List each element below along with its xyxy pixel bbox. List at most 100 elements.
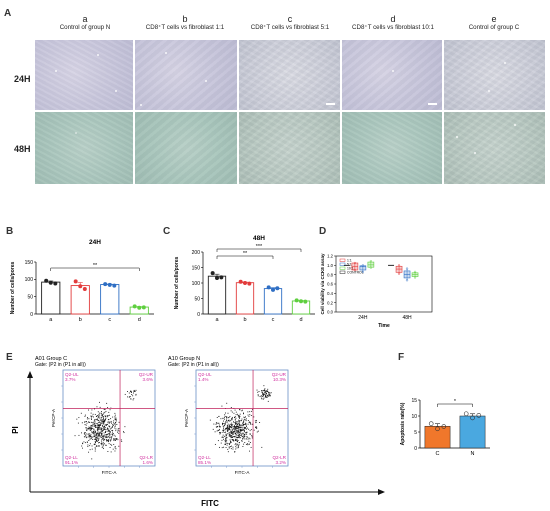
event-dot <box>243 438 245 440</box>
event-dot <box>249 442 251 443</box>
event-dot <box>249 414 251 416</box>
event-dot <box>265 390 267 392</box>
event-dot <box>227 448 229 450</box>
event-dot <box>243 418 245 420</box>
event-dot <box>85 424 87 426</box>
event-dot <box>97 438 99 440</box>
event-dot <box>225 428 226 430</box>
event-dot <box>97 427 99 429</box>
event-dot <box>237 430 239 432</box>
event-dot <box>228 434 230 435</box>
significance-label: ** <box>243 251 248 257</box>
event-dot <box>267 400 269 402</box>
event-dot <box>124 426 126 428</box>
bar-a <box>41 281 61 315</box>
event-dot <box>99 417 101 419</box>
event-dot <box>96 433 98 435</box>
event-dot <box>104 415 106 417</box>
event-dot <box>102 416 104 418</box>
event-dot <box>82 442 83 444</box>
event-dot <box>108 441 109 443</box>
event-dot <box>98 434 100 436</box>
event-dot <box>269 392 271 394</box>
event-dot <box>219 432 221 434</box>
event-dot <box>236 441 238 443</box>
event-dot <box>227 451 229 453</box>
event-dot <box>233 439 235 441</box>
event-dot <box>242 424 244 426</box>
event-dot <box>237 427 239 429</box>
event-dot <box>224 432 226 433</box>
event-dot <box>267 395 269 397</box>
event-dot <box>220 418 222 420</box>
event-dot <box>112 433 114 434</box>
event-dot <box>234 409 236 411</box>
y-tick-label: 0.8 <box>327 272 333 277</box>
event-dot <box>249 421 251 423</box>
event-dot <box>90 417 92 419</box>
event-dot <box>232 428 234 429</box>
event-dot <box>84 433 86 435</box>
event-dot <box>90 425 92 427</box>
event-dot <box>229 446 231 448</box>
x-tick-label-a: a <box>49 317 53 323</box>
event-dot <box>243 429 245 431</box>
event-dot <box>99 401 100 403</box>
event-dot <box>114 424 116 426</box>
event-dot <box>249 430 251 432</box>
event-dot <box>251 423 253 425</box>
event-dot <box>95 442 96 444</box>
event-dot <box>239 421 241 423</box>
event-dot <box>214 431 216 433</box>
event-dot <box>103 421 105 423</box>
event-dot <box>97 411 99 413</box>
event-dot <box>228 446 230 448</box>
event-dot <box>236 423 238 425</box>
event-dot <box>108 430 109 432</box>
x-tick-label-b: b <box>79 317 82 323</box>
event-dot <box>103 426 105 428</box>
event-dot <box>94 424 96 426</box>
y-axis-label: Cell viability via CCK8 assay <box>320 253 325 315</box>
event-dot <box>245 422 247 424</box>
event-dot <box>225 435 227 436</box>
event-dot <box>82 447 83 449</box>
event-dot <box>103 428 105 430</box>
event-dot <box>262 395 264 397</box>
event-dot <box>89 449 91 451</box>
event-dot <box>86 420 87 422</box>
event-dot <box>114 416 116 418</box>
event-dot <box>221 436 223 438</box>
event-dot <box>238 444 240 446</box>
event-dot <box>235 440 236 441</box>
event-dot <box>237 422 239 424</box>
event-dot <box>243 421 245 423</box>
event-dot <box>243 434 245 435</box>
event-dot <box>116 438 117 440</box>
event-dot <box>103 432 105 434</box>
event-dot <box>236 440 238 442</box>
event-dot <box>238 434 240 436</box>
event-dot <box>238 447 240 449</box>
event-dot <box>118 432 120 434</box>
event-dot <box>110 439 112 441</box>
event-dot <box>223 416 225 418</box>
event-dot <box>84 415 86 417</box>
event-dot <box>105 416 107 418</box>
event-dot <box>237 424 239 426</box>
event-dot <box>98 445 100 447</box>
event-dot <box>216 430 218 432</box>
event-dot <box>243 420 245 422</box>
event-dot <box>234 451 236 452</box>
event-dot <box>85 427 87 429</box>
event-dot <box>93 443 95 445</box>
quadrant-ul-name: Q2-UL <box>65 372 79 377</box>
event-dot <box>97 416 99 418</box>
event-dot <box>113 422 115 424</box>
event-dot <box>115 417 117 419</box>
event-dot <box>115 428 117 430</box>
event-dot <box>97 428 99 430</box>
event-dot <box>115 448 117 450</box>
event-dot <box>95 440 97 442</box>
